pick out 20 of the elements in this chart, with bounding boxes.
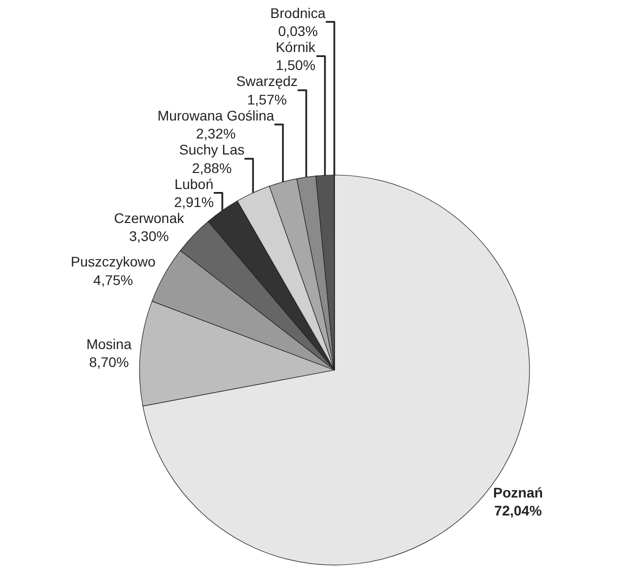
slice-label: Mosina bbox=[86, 336, 132, 352]
slice-label: Poznań bbox=[493, 484, 543, 500]
slice-label: Suchy Las bbox=[179, 142, 244, 158]
data-label: 2,91% bbox=[174, 194, 214, 210]
slice-label: Kórnik bbox=[276, 39, 316, 56]
data-label: 1,57% bbox=[247, 91, 287, 108]
slice-label: Brodnica bbox=[270, 4, 326, 21]
data-label: 3,30% bbox=[129, 228, 169, 244]
slice-label: Swarzędz bbox=[236, 73, 298, 90]
data-label: 8,70% bbox=[89, 354, 129, 370]
data-label: 0,03% bbox=[278, 23, 318, 40]
data-label: 72,04% bbox=[494, 502, 542, 519]
data-label: 2,32% bbox=[196, 126, 236, 142]
data-label: 2,88% bbox=[192, 160, 232, 176]
slice-label: Puszczykowo bbox=[70, 254, 156, 270]
slice-label: Murowana Goślina bbox=[157, 107, 274, 124]
slice-label: Luboń bbox=[174, 176, 214, 192]
data-label: 4,75% bbox=[93, 272, 133, 288]
slice-label: Czerwonak bbox=[114, 210, 185, 226]
data-label: 1,50% bbox=[276, 57, 316, 74]
